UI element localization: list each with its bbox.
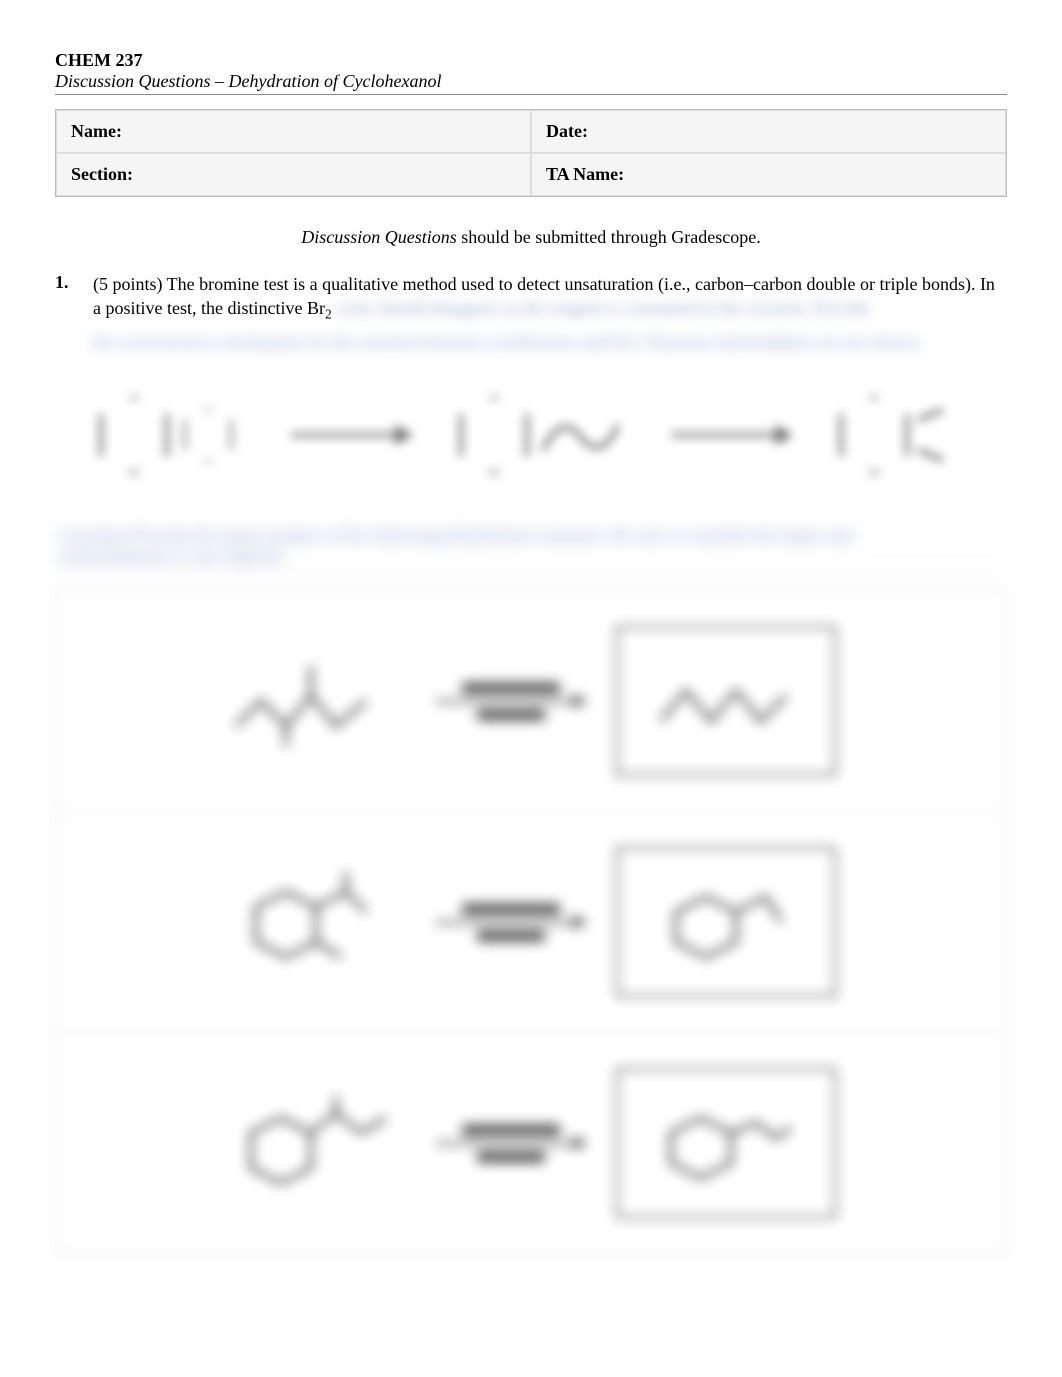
question-2-blurred: (5 points) Provide the major product of …	[55, 525, 1007, 572]
br2-icon	[184, 407, 233, 463]
reagent-c-bottom	[476, 1151, 546, 1163]
reagent-arrow-b	[436, 921, 586, 924]
reaction-arrow-1	[291, 433, 411, 437]
q1-blurred-tail: color should disappear as the reagent is…	[336, 296, 869, 320]
question-1-text: (5 points) The bromine test is a qualita…	[93, 272, 1007, 324]
q2-answer-container	[55, 590, 1007, 1254]
product-group	[839, 395, 963, 475]
product-box-b	[616, 847, 836, 997]
page-header: CHEM 237 Discussion Questions – Dehydrat…	[55, 50, 1007, 95]
q2-row-b	[56, 812, 1006, 1033]
course-code: CHEM 237	[55, 50, 1007, 71]
ta-name-label: TA Name:	[531, 153, 1006, 196]
reaction-arrow-2	[671, 433, 791, 437]
q2-row-a	[56, 591, 1006, 812]
intermediate-scribble-icon	[533, 400, 623, 470]
reagent-arrow-c	[436, 1142, 586, 1145]
product-b-drawing	[651, 882, 801, 962]
reagent-c-top	[461, 1124, 561, 1136]
product-substituent-icon	[913, 400, 963, 470]
starting-material-c	[226, 1088, 406, 1198]
bromonium-icon	[459, 395, 529, 475]
question-1-number: 1.	[55, 272, 75, 324]
reagent-a	[436, 682, 586, 721]
dibromo-product-icon	[839, 395, 909, 475]
name-label: Name:	[56, 110, 531, 153]
q2-line2: stereochemistry is not required.	[59, 546, 1007, 567]
reagent-b	[436, 903, 586, 942]
q1-mechanism-diagram	[75, 395, 987, 475]
intermediate-group	[459, 395, 623, 475]
reagent-c	[436, 1124, 586, 1163]
reagent-arrow-a	[436, 700, 586, 703]
reagent-a-bottom	[476, 709, 546, 721]
section-label: Section:	[56, 153, 531, 196]
reagent-b-top	[461, 903, 561, 915]
submission-instruction: Discussion Questions should be submitted…	[55, 227, 1007, 248]
reagent-b-bottom	[476, 930, 546, 942]
product-c-drawing	[651, 1103, 801, 1183]
cyclohexene-icon	[99, 395, 169, 475]
reactant-group	[99, 395, 243, 475]
q1-subscript: 2	[325, 307, 332, 322]
product-box-c	[616, 1068, 836, 1218]
reagent-a-top	[461, 682, 561, 694]
q2-row-c	[56, 1033, 1006, 1253]
question-1: 1. (5 points) The bromine test is a qual…	[55, 272, 1007, 324]
starting-material-a	[226, 646, 406, 756]
worksheet-title: Discussion Questions – Dehydration of Cy…	[55, 71, 1007, 95]
product-box-a	[616, 626, 836, 776]
submission-rest: should be submitted through Gradescope.	[457, 227, 761, 247]
product-a-drawing	[651, 661, 801, 741]
starting-material-b	[226, 867, 406, 977]
student-info-grid: Name: Date: Section: TA Name:	[55, 109, 1007, 197]
q1-blurred-continuation: the curved-arrow mechanism for the react…	[93, 330, 1007, 355]
submission-emphasis: Discussion Questions	[301, 227, 457, 247]
q2-line1: (5 points) Provide the major product of …	[59, 525, 853, 545]
date-label: Date:	[531, 110, 1006, 153]
